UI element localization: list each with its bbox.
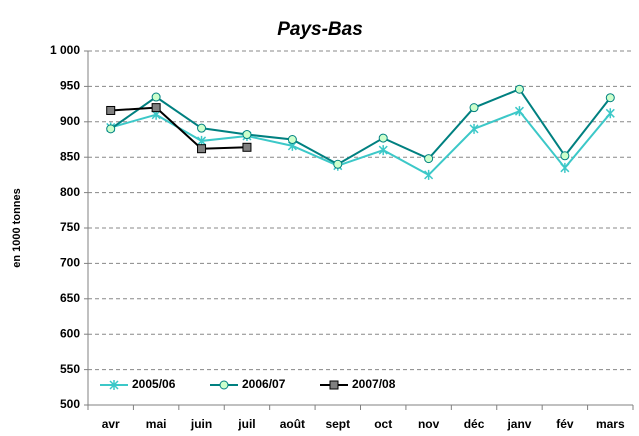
y-tick-label: 900	[60, 114, 80, 128]
x-tick-label: oct	[374, 417, 392, 431]
legend-label: 2006/07	[242, 377, 286, 391]
marker	[151, 92, 161, 102]
y-tick-label: 800	[60, 185, 80, 199]
marker	[287, 135, 297, 144]
marker	[197, 123, 207, 133]
marker	[219, 380, 229, 390]
x-tick-label: août	[280, 417, 305, 431]
marker	[378, 133, 388, 143]
series-line	[110, 88, 612, 166]
y-tick-label: 650	[60, 291, 80, 305]
x-tick-label: mai	[146, 417, 167, 431]
marker	[329, 380, 339, 390]
marker	[605, 108, 615, 119]
x-tick-label: nov	[418, 417, 440, 431]
y-axis-label: en 1000 tonnes	[11, 188, 23, 267]
series-line	[110, 109, 612, 177]
marker	[560, 151, 570, 161]
marker	[106, 105, 116, 115]
x-tick-label: juil	[237, 417, 255, 431]
legend-label: 2007/08	[352, 377, 396, 391]
marker	[242, 130, 252, 140]
y-tick-label: 600	[60, 326, 80, 340]
y-tick-label: 1 000	[50, 43, 80, 57]
marker	[424, 169, 434, 180]
marker	[242, 142, 252, 152]
marker	[514, 106, 524, 117]
marker	[469, 123, 479, 134]
marker	[109, 380, 119, 390]
marker	[560, 162, 570, 173]
y-tick-label: 500	[60, 397, 80, 411]
y-tick-label: 700	[60, 256, 80, 270]
marker	[605, 93, 615, 103]
x-tick-label: déc	[464, 417, 485, 431]
chart-title: Pays-Bas	[277, 19, 363, 40]
marker	[151, 103, 161, 113]
marker	[197, 144, 207, 154]
x-tick-label: avr	[102, 417, 120, 431]
legend-label: 2005/06	[132, 377, 176, 391]
y-tick-label: 950	[60, 79, 80, 93]
x-tick-label: sept	[325, 417, 350, 431]
x-tick-label: janv	[506, 417, 531, 431]
marker	[106, 124, 116, 134]
x-tick-label: juin	[190, 417, 212, 431]
marker	[333, 159, 343, 169]
series-line	[110, 106, 247, 150]
marker	[378, 145, 388, 156]
x-tick-label: mars	[596, 417, 625, 431]
y-tick-label: 850	[60, 149, 80, 163]
marker	[514, 84, 524, 94]
x-tick-label: fév	[556, 417, 574, 431]
y-tick-label: 550	[60, 362, 80, 376]
marker	[424, 154, 434, 164]
marker	[469, 103, 479, 113]
y-tick-label: 750	[60, 220, 80, 234]
